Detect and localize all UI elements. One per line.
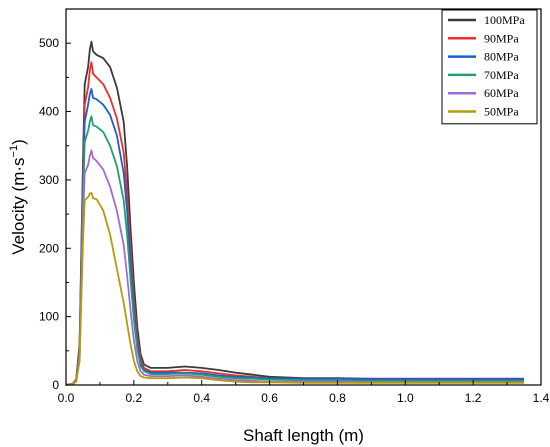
legend-label: 50MPa (484, 105, 519, 119)
y-axis-label-close: ) (9, 139, 28, 145)
x-tick-label: 0.6 (261, 391, 278, 405)
y-axis-label: Velocity (m·s−1) (8, 139, 28, 255)
series-line-5 (65, 192, 524, 386)
series-line-2 (65, 88, 524, 386)
series-line-3 (65, 115, 524, 386)
series-line-4 (65, 149, 524, 386)
axis-ticks: 0.0 0.2 0.4 0.6 0.8 1.0 1.2 1.4 0 100 200 300 400 500 (39, 8, 550, 405)
y-axis-label-exponent: −1 (8, 145, 20, 158)
y-tick-label: 0 (52, 378, 59, 392)
y-tick-label: 200 (39, 241, 59, 255)
x-tick-label: 0.4 (193, 391, 210, 405)
x-axis-label: Shaft length (m) (243, 426, 364, 445)
x-tick-label: 1.4 (533, 391, 550, 405)
x-tick-label: 0.0 (58, 391, 75, 405)
legend-label: 80MPa (484, 50, 519, 64)
legend-label: 60MPa (484, 86, 519, 100)
y-tick-label: 300 (39, 173, 59, 187)
legend-label: 100MPa (484, 13, 525, 27)
x-tick-label: 0.8 (329, 391, 346, 405)
y-tick-label: 100 (39, 310, 59, 324)
y-tick-label: 500 (39, 36, 59, 50)
y-tick-label: 400 (39, 105, 59, 119)
x-tick-label: 1.2 (465, 391, 482, 405)
legend: 100MPa 90MPa 80MPa 70MPa 60MPa 50MPa (441, 9, 538, 125)
legend-box (441, 9, 538, 125)
legend-label: 70MPa (484, 68, 519, 82)
y-axis-label-main: Velocity (m·s (9, 157, 28, 254)
legend-label: 90MPa (484, 31, 519, 45)
x-tick-label: 1.0 (397, 391, 414, 405)
series-layer (65, 40, 524, 386)
x-tick-label: 0.2 (126, 391, 143, 405)
